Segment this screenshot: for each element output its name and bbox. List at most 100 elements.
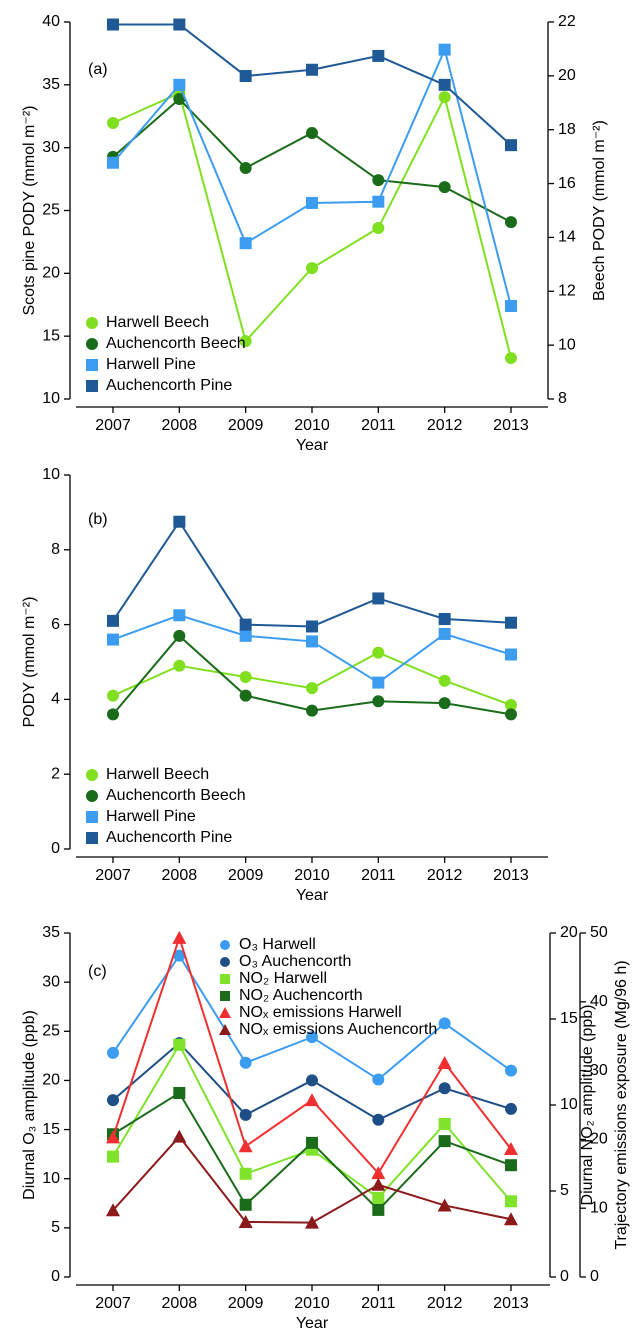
legend-marker — [86, 811, 98, 823]
data-point — [504, 216, 517, 229]
data-point — [372, 646, 385, 659]
data-point — [437, 1056, 452, 1070]
data-point — [372, 1203, 385, 1216]
tick-label: 4 — [51, 691, 60, 708]
data-point — [504, 1102, 517, 1115]
data-point — [438, 1017, 451, 1030]
legend-marker — [86, 832, 98, 844]
data-point — [437, 1198, 452, 1212]
data-point — [173, 1038, 186, 1051]
data-point — [504, 1195, 517, 1208]
data-point — [305, 682, 318, 695]
data-point — [107, 116, 119, 129]
legend-marker — [86, 380, 98, 392]
data-point — [504, 139, 517, 152]
legend-label: Harwell Beech — [106, 766, 209, 783]
data-point — [107, 18, 119, 31]
data-point — [239, 1108, 252, 1121]
tick-label: 0 — [51, 840, 60, 857]
tick-label: 14 — [558, 229, 576, 246]
data-point — [239, 689, 252, 702]
x-tick-label: 2013 — [493, 1295, 529, 1312]
y-axis-title: PODY (mmol m⁻²) — [21, 597, 38, 728]
x-axis-title: Year — [296, 1315, 329, 1332]
panel-label: (a) — [88, 61, 108, 78]
data-point — [107, 1094, 119, 1107]
data-point — [107, 708, 119, 721]
tick-label: 5 — [560, 1182, 569, 1199]
legend-marker — [86, 317, 98, 329]
y2-axis-title: Beech PODY (mmol m⁻²) — [591, 120, 608, 301]
data-point — [238, 1214, 253, 1228]
x-tick-label: 2013 — [493, 867, 529, 884]
data-point — [239, 629, 252, 642]
data-point — [372, 49, 385, 62]
legend-marker — [220, 957, 230, 967]
legend-marker — [220, 991, 230, 1001]
data-point — [305, 1074, 318, 1087]
data-point — [173, 93, 186, 106]
data-point — [239, 670, 252, 683]
tick-label: 5 — [51, 1219, 60, 1236]
legend-label: O₃ Harwell — [239, 936, 316, 953]
data-point — [438, 1117, 451, 1130]
legend-label: NO₂ Auchencorth — [239, 987, 363, 1004]
data-point — [173, 949, 186, 962]
tick-label: 12 — [558, 283, 576, 300]
tick-label: 10 — [558, 336, 576, 353]
legend-marker — [86, 769, 98, 781]
data-point — [372, 1191, 385, 1204]
tick-label: 0 — [51, 1268, 60, 1285]
data-point — [239, 237, 252, 250]
data-point — [305, 620, 318, 633]
panel-label: (b) — [88, 511, 108, 528]
data-point — [239, 161, 252, 174]
tick-label: 20 — [558, 67, 576, 84]
x-tick-label: 2011 — [361, 1295, 396, 1312]
legend-label: Auchencorth Pine — [106, 829, 232, 846]
data-point — [371, 1177, 386, 1191]
data-point — [305, 63, 318, 76]
data-point — [173, 78, 186, 91]
data-point — [438, 43, 451, 56]
data-point — [372, 174, 385, 187]
series-line — [112, 1042, 512, 1202]
tick-label: 10 — [560, 1096, 578, 1113]
data-point — [372, 695, 385, 708]
tick-label: 35 — [42, 924, 60, 941]
tick-label: 25 — [42, 1023, 60, 1040]
data-point — [239, 1056, 252, 1069]
data-point — [504, 1064, 517, 1077]
data-point — [504, 699, 517, 712]
tick-label: 25 — [42, 202, 60, 219]
data-point — [107, 156, 119, 169]
tick-label: 18 — [558, 121, 576, 138]
legend-marker — [86, 359, 98, 371]
tick-label: 15 — [42, 327, 60, 344]
data-point — [173, 609, 186, 622]
tick-label: 40 — [590, 993, 608, 1010]
series-line — [112, 519, 512, 628]
x-axis-title: Year — [296, 887, 329, 904]
tick-label: 8 — [51, 541, 60, 558]
data-point — [372, 195, 385, 208]
legend-marker — [219, 1024, 231, 1035]
legend-marker — [220, 974, 230, 984]
x-tick-label: 2010 — [294, 1295, 330, 1312]
tick-label: 10 — [42, 390, 60, 407]
data-point — [371, 1166, 386, 1180]
data-point — [372, 222, 385, 235]
data-point — [107, 633, 119, 646]
legend-label: Harwell Pine — [106, 808, 196, 825]
x-tick-label: 2012 — [427, 867, 463, 884]
data-point — [239, 70, 252, 83]
data-point — [504, 352, 517, 365]
data-point — [173, 629, 186, 642]
legend-label: Harwell Beech — [106, 314, 209, 331]
x-tick-label: 2011 — [361, 417, 396, 434]
data-point — [504, 648, 517, 661]
series-line — [112, 634, 512, 716]
data-point — [106, 1130, 120, 1144]
data-point — [173, 515, 186, 528]
x-tick-label: 2009 — [228, 867, 264, 884]
